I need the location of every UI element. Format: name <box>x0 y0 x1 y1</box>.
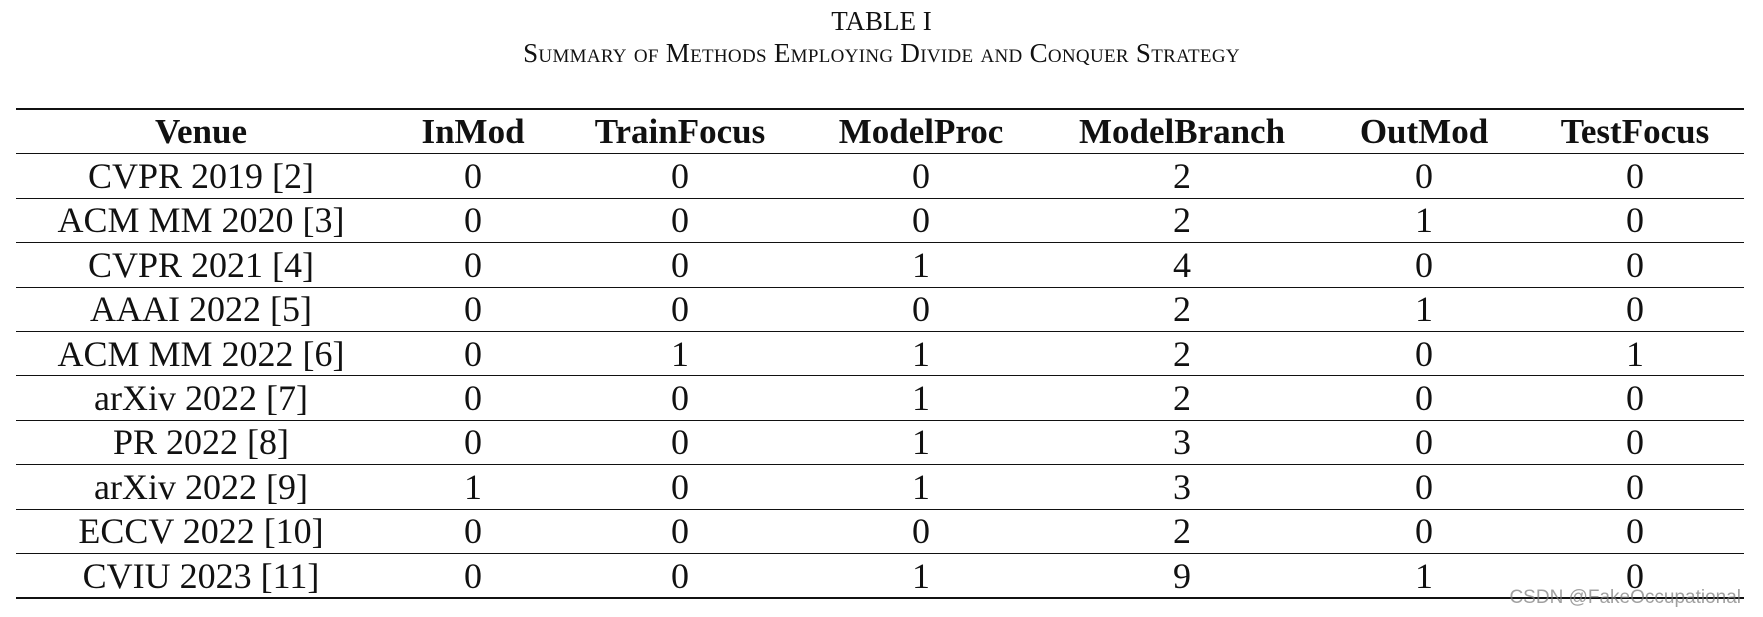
venue-cell: PR 2022 [8] <box>16 420 386 466</box>
table-row: CVPR 2021 [4] 0 0 1 4 0 0 <box>16 242 1744 288</box>
count-cell: 1 <box>800 331 1042 377</box>
count-cell: 0 <box>560 420 800 466</box>
count-cell: 0 <box>1322 375 1526 421</box>
count-cell: 0 <box>800 198 1042 244</box>
count-cell: 0 <box>386 287 560 332</box>
count-cell: 1 <box>1322 198 1526 244</box>
count-cell: 0 <box>1526 153 1744 199</box>
count-cell: 1 <box>800 464 1042 510</box>
count-cell: 0 <box>560 464 800 510</box>
count-cell: 0 <box>800 509 1042 554</box>
count-cell: 0 <box>560 242 800 288</box>
table-head: Venue InMod TrainFocus ModelProc ModelBranch… <box>16 109 1744 155</box>
venue-cell: arXiv 2022 [9] <box>16 464 386 510</box>
count-cell: 0 <box>1526 242 1744 288</box>
venue-cell: ECCV 2022 [10] <box>16 509 386 554</box>
count-cell: 0 <box>560 553 800 600</box>
count-cell: 0 <box>1322 420 1526 466</box>
venue-cell: CVPR 2019 [2] <box>16 153 386 199</box>
count-cell: 0 <box>560 287 800 332</box>
table-row: ECCV 2022 [10] 0 0 0 2 0 0 <box>16 509 1744 554</box>
table-row: ACM MM 2020 [3] 0 0 0 2 1 0 <box>16 198 1744 244</box>
count-cell: 0 <box>386 553 560 600</box>
column-header: Venue <box>16 109 386 155</box>
table-row: ACM MM 2022 [6] 0 1 1 2 0 1 <box>16 331 1744 377</box>
table-row: CVPR 2019 [2] 0 0 0 2 0 0 <box>16 153 1744 199</box>
count-cell: 0 <box>1322 331 1526 377</box>
column-header: ModelBranch <box>1042 109 1322 155</box>
count-cell: 0 <box>1526 375 1744 421</box>
venue-cell: arXiv 2022 [7] <box>16 375 386 421</box>
column-header: TrainFocus <box>560 109 800 155</box>
count-cell: 0 <box>386 198 560 244</box>
table-body: CVPR 2019 [2] 0 0 0 2 0 0 ACM MM 2020 [3] 0 0 0 2 1 0… <box>16 153 1744 600</box>
count-cell: 0 <box>1526 287 1744 332</box>
count-cell: 2 <box>1042 198 1322 244</box>
count-cell: 1 <box>560 331 800 377</box>
summary-table: Venue InMod TrainFocus ModelProc ModelBranch… <box>16 108 1744 600</box>
count-cell: 2 <box>1042 509 1322 554</box>
count-cell: 2 <box>1042 287 1322 332</box>
count-cell: 1 <box>1526 331 1744 377</box>
table-title: Summary of Methods Employing Divide and … <box>523 38 1240 68</box>
count-cell: 1 <box>1322 287 1526 332</box>
table-row: AAAI 2022 [5] 0 0 0 2 1 0 <box>16 287 1744 332</box>
count-cell: 1 <box>800 242 1042 288</box>
count-cell: 0 <box>560 375 800 421</box>
column-header: InMod <box>386 109 560 155</box>
count-cell: 2 <box>1042 331 1322 377</box>
count-cell: 0 <box>800 287 1042 332</box>
venue-cell: ACM MM 2022 [6] <box>16 331 386 377</box>
venue-cell: AAAI 2022 [5] <box>16 287 386 332</box>
column-header: ModelProc <box>800 109 1042 155</box>
table-row: PR 2022 [8] 0 0 1 3 0 0 <box>16 420 1744 466</box>
count-cell: 0 <box>560 509 800 554</box>
count-cell: 1 <box>800 553 1042 600</box>
count-cell: 0 <box>800 153 1042 199</box>
watermark: CSDN @FakeOccupational <box>1509 587 1741 608</box>
count-cell: 0 <box>386 331 560 377</box>
header-row: Venue InMod TrainFocus ModelProc ModelBranch… <box>16 109 1744 155</box>
count-cell: 4 <box>1042 242 1322 288</box>
count-cell: 0 <box>386 375 560 421</box>
count-cell: 2 <box>1042 375 1322 421</box>
table-row: arXiv 2022 [7] 0 0 1 2 0 0 <box>16 375 1744 421</box>
count-cell: 0 <box>1526 420 1744 466</box>
table-row: CVIU 2023 [11] 0 0 1 9 1 0 <box>16 553 1744 600</box>
count-cell: 0 <box>1526 509 1744 554</box>
count-cell: 0 <box>386 242 560 288</box>
count-cell: 0 <box>386 420 560 466</box>
count-cell: 0 <box>1322 464 1526 510</box>
count-cell: 0 <box>1526 464 1744 510</box>
count-cell: 0 <box>560 153 800 199</box>
count-cell: 0 <box>560 198 800 244</box>
count-cell: 1 <box>800 420 1042 466</box>
count-cell: 0 <box>1526 198 1744 244</box>
count-cell: 9 <box>1042 553 1322 600</box>
count-cell: 0 <box>1322 153 1526 199</box>
column-header: OutMod <box>1322 109 1526 155</box>
column-header: TestFocus <box>1526 109 1744 155</box>
table-row: arXiv 2022 [9] 1 0 1 3 0 0 <box>16 464 1744 510</box>
count-cell: 0 <box>1322 242 1526 288</box>
count-cell: 1 <box>386 464 560 510</box>
venue-cell: CVPR 2021 [4] <box>16 242 386 288</box>
count-cell: 1 <box>800 375 1042 421</box>
count-cell: 3 <box>1042 420 1322 466</box>
table-label: TABLE I <box>831 6 932 36</box>
venue-cell: ACM MM 2020 [3] <box>16 198 386 244</box>
count-cell: 3 <box>1042 464 1322 510</box>
count-cell: 1 <box>1322 553 1526 600</box>
count-cell: 0 <box>1322 509 1526 554</box>
count-cell: 2 <box>1042 153 1322 199</box>
count-cell: 0 <box>386 509 560 554</box>
count-cell: 0 <box>1526 553 1744 600</box>
count-cell: 0 <box>386 153 560 199</box>
venue-cell: CVIU 2023 [11] <box>16 553 386 600</box>
